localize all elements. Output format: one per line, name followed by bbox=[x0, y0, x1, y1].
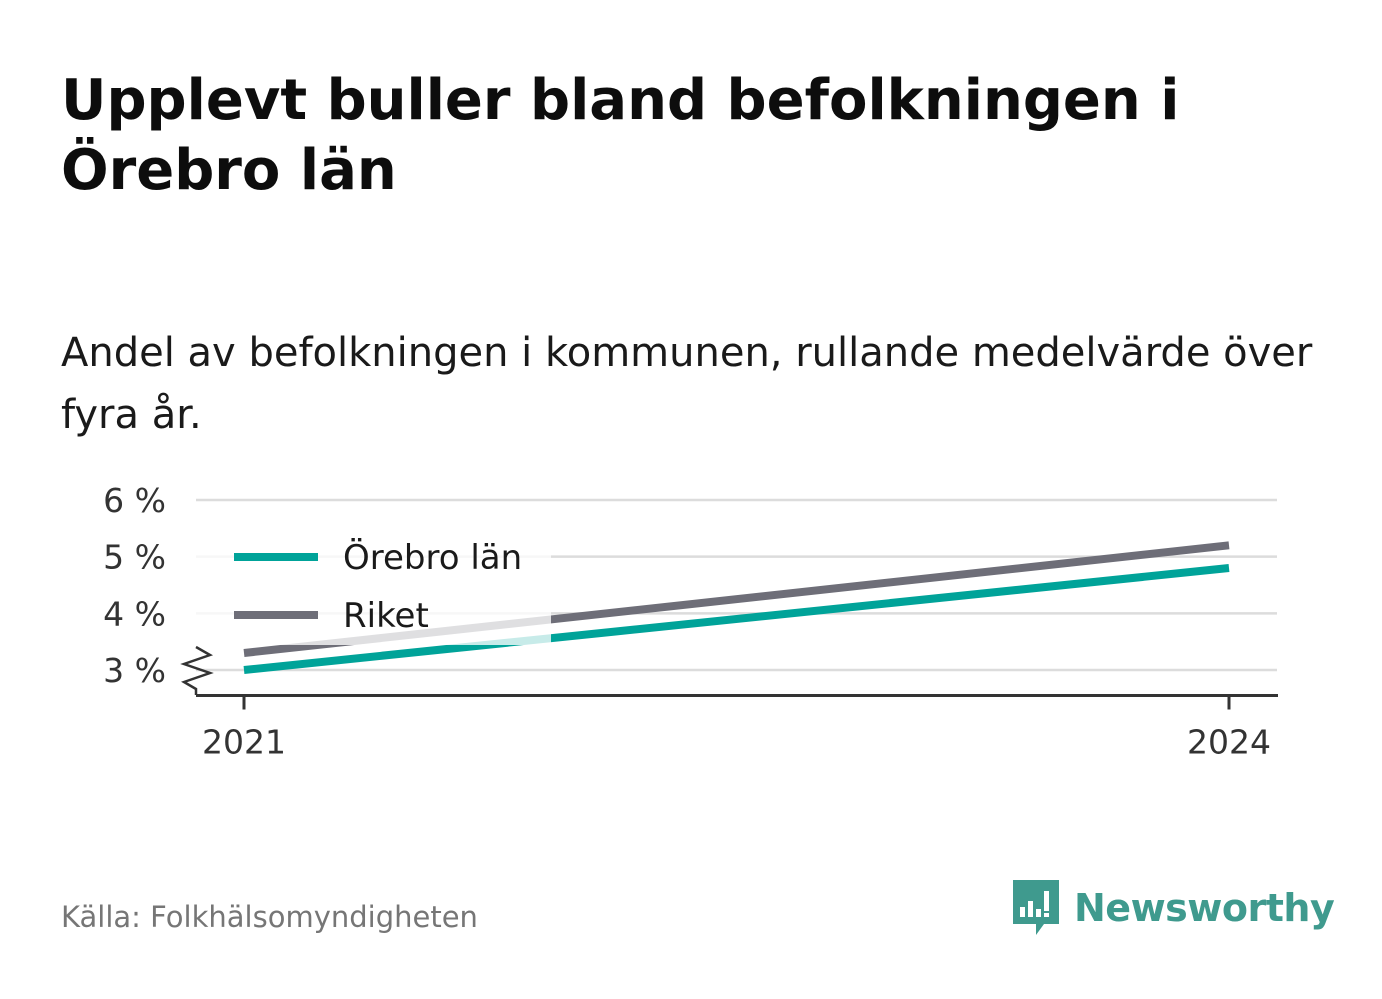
bar-chart-speech-bubble-icon bbox=[1013, 880, 1059, 935]
legend: Örebro län Riket bbox=[196, 527, 551, 645]
y-tick-label: 5 % bbox=[103, 538, 166, 577]
chart-title: Upplevt buller bland befolkningen i Öreb… bbox=[61, 68, 1180, 203]
legend-label: Riket bbox=[343, 596, 429, 636]
series-line bbox=[243, 564, 1230, 674]
x-tick-label: 2021 bbox=[202, 723, 286, 762]
legend-label: Örebro län bbox=[343, 537, 522, 578]
x-axis: 2021 2024 bbox=[180, 645, 1278, 762]
brand-logo: Newsworthy bbox=[1010, 876, 1335, 940]
x-tick-label: 2024 bbox=[1187, 723, 1271, 762]
y-tick-label: 4 % bbox=[103, 594, 166, 633]
chart-subtitle: Andel av befolkningen i kommunen, rullan… bbox=[61, 330, 1313, 438]
y-tick-label: 6 % bbox=[103, 481, 166, 520]
brand-name: Newsworthy bbox=[1074, 886, 1335, 930]
y-tick-label: 3 % bbox=[103, 651, 166, 690]
y-axis-ticks: 3 % 4 % 5 % 6 % bbox=[103, 481, 166, 690]
line-chart: 3 % 4 % 5 % 6 % Örebro län Riket 2021 2024 bbox=[103, 481, 1278, 762]
source-note: Källa: Folkhälsomyndigheten bbox=[61, 900, 478, 934]
legend-background bbox=[196, 527, 551, 645]
axis-break-icon bbox=[180, 645, 214, 695]
